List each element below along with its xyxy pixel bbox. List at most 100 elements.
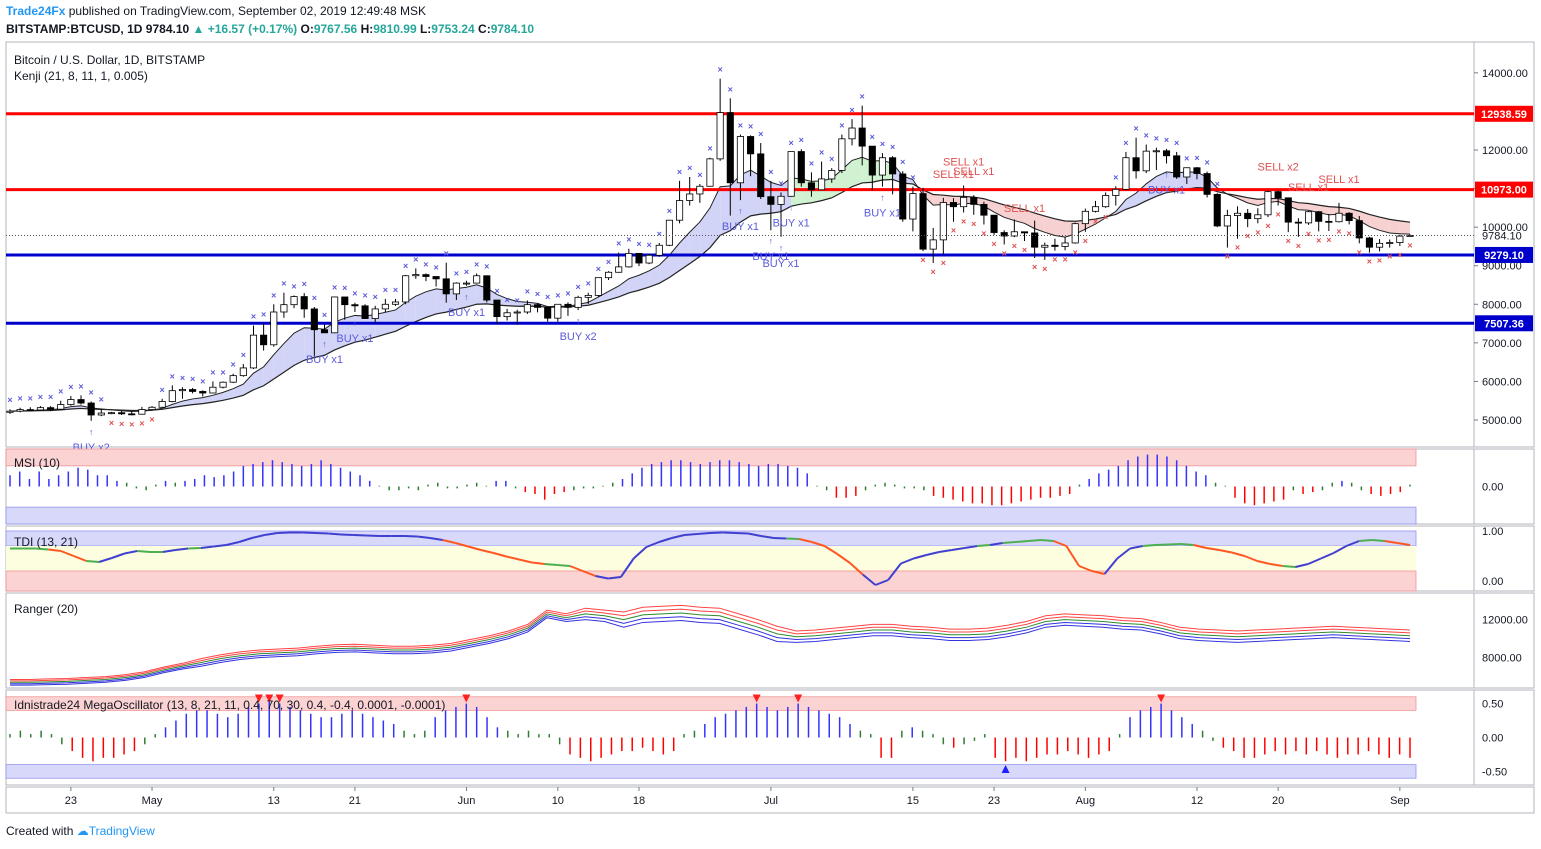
oscillator-pane[interactable] [5,694,1417,779]
candle-body [828,170,836,180]
trend-cross-marker: × [109,418,114,428]
candle-body [473,275,481,284]
trend-cross-marker: × [991,239,996,249]
candle-body [199,391,207,394]
buy-arrow: ↑ [738,206,743,216]
x-tick-label: 20 [1272,795,1284,807]
candle-body [1152,150,1160,153]
trend-cross-marker: × [352,289,357,299]
close-value: 9784.10 [490,22,535,36]
candle-body [138,409,146,415]
candle-body [1365,237,1373,248]
candle-body [239,367,247,377]
ranger-line [10,612,1411,683]
ranger-pane[interactable] [10,604,1411,686]
trend-cross-marker: × [1062,254,1067,264]
trend-cross-marker: × [829,154,834,164]
ranger-y-label: 8000.00 [1482,653,1522,665]
trend-cross-marker: × [697,170,702,180]
candle-body [229,375,237,383]
kenji-cloud-segment [253,366,264,390]
kenji-cloud-segment [983,198,995,213]
candle-body [513,311,521,314]
buy-signal-label: BUY x1 [762,258,799,270]
candle-body [1396,235,1404,243]
trend-cross-marker: × [170,371,175,381]
tdi-line-segment [238,537,253,543]
price-pane[interactable]: × × × × × × × × × × × × × × × × × × × × × × × × × × × × × × × × × × × × × × × ×… [6,65,1474,454]
tdi-line-segment [1307,557,1322,565]
tdi-pane[interactable] [5,530,1417,592]
candle-body [706,158,714,187]
trend-cross-marker: × [768,167,773,177]
trend-cross-marker: × [657,229,662,239]
tdi-line-segment [226,541,240,546]
candle-body [391,301,400,305]
trend-cross-marker: × [1326,235,1331,245]
buy-arrow: ↑ [576,316,581,326]
trend-cross-marker: × [718,65,723,75]
trend-cross-marker: × [190,374,195,384]
kenji-cloud-segment [425,288,437,318]
kenji-cloud-segment [598,291,609,303]
kenji-slow-line [9,178,1411,412]
candle-body [1294,221,1302,224]
candle-body [168,390,176,402]
tdi-line-segment [582,570,596,577]
x-tick-label: 23 [65,795,77,807]
tradingview-logo-icon[interactable]: ☁ [76,824,89,838]
kenji-cloud-segment [446,288,457,313]
level-label: 10973.00 [1481,185,1527,197]
ranger-label: Ranger (20) [14,602,78,616]
trend-cross-marker: × [981,228,986,238]
candle-body [148,406,156,410]
tdi-line-segment [1333,545,1347,554]
ranger-line [10,608,1411,682]
trend-cross-marker: × [1275,210,1280,220]
chart-title: Bitcoin / U.S. Dollar, 1D, BITSTAMP [14,53,205,67]
trend-cross-marker: × [1164,135,1169,145]
tdi-line-segment [875,579,889,586]
tdi-line-segment [1028,539,1041,542]
tdi-line-segment [658,537,673,543]
kenji-cloud-segment [638,270,650,291]
tdi-line-segment [1231,551,1245,557]
buy-signal-label: BUY x1 [864,208,901,220]
buy-arrow: ↑ [769,236,774,246]
msi-pane[interactable] [5,448,1417,525]
trend-cross-marker: × [413,254,418,264]
kenji-cloud-segment [649,265,660,288]
high-label: H: [360,22,374,36]
tdi-line-segment [328,532,341,536]
trend-cross-marker: × [1012,241,1017,251]
axes: 23 May 13 21 Jun 10 18 Jul 15 23 Aug 12 20 Sep 14000.0… [65,68,1533,807]
trend-cross-marker: × [474,259,479,269]
tdi-line-segment [786,537,800,540]
kenji-cloud-segment [1399,220,1410,235]
tdi-line-segment [1257,560,1271,565]
tdi-line-segment [264,532,278,536]
candle-body [1020,231,1029,234]
kenji-cloud-segment [1328,206,1339,215]
trend-cross-marker: × [1306,229,1311,239]
trend-cross-marker: × [251,312,256,322]
candle-body [574,296,582,308]
y-tick-label: 9000.00 [1482,261,1522,273]
trend-cross-marker: × [89,387,94,397]
candle-body [807,182,815,191]
trend-cross-marker: × [464,267,469,277]
candle-body [1254,214,1262,220]
trend-cross-marker: × [677,167,682,177]
footer-brand[interactable]: TradingView [88,824,155,838]
kenji-cloud-segment [405,296,416,327]
candle-body [594,277,602,296]
trend-cross-marker: × [48,392,53,402]
msi-label: MSI (10) [14,456,60,470]
trend-cross-marker: × [606,257,611,267]
tdi-line-segment [811,541,825,547]
kenji-cloud-segment [1014,207,1025,224]
sell-signal-label: SELL x1 [953,166,994,178]
buy-arrow: ↑ [779,243,784,253]
brand-name[interactable]: Trade24Fx [6,4,66,18]
